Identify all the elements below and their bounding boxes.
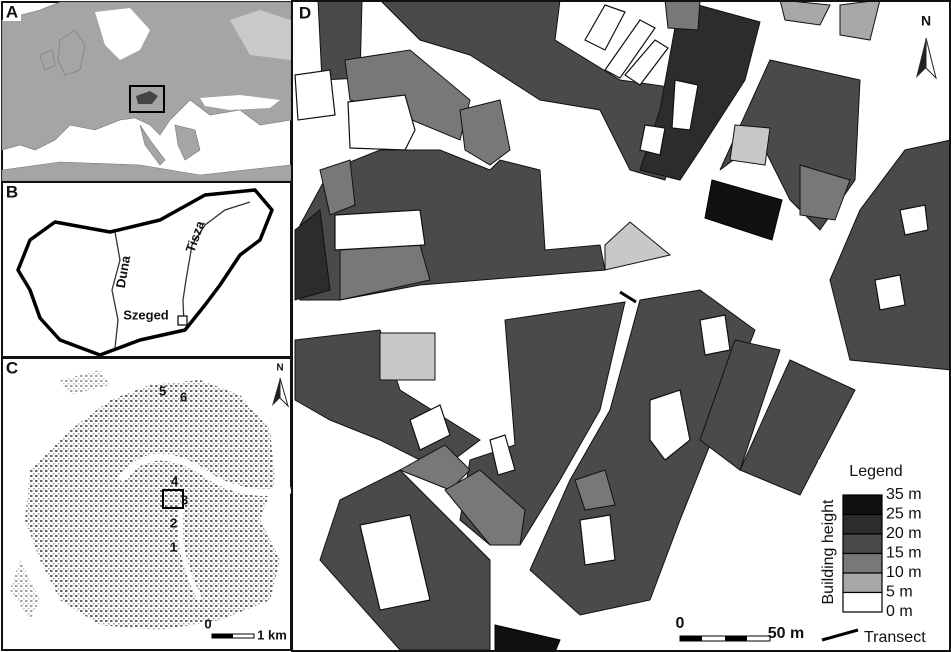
legend-tick-label: 0 m xyxy=(886,603,913,620)
legend-tick-label: 5 m xyxy=(886,584,913,601)
panel-c: 1 2 3 4 5 6 N 0 1 km C xyxy=(2,358,291,650)
scale-label: 50 m xyxy=(768,625,804,642)
panel-b: Duna Tisza Szeged B xyxy=(2,182,291,357)
legend-swatch xyxy=(843,554,882,574)
site-label: 5 xyxy=(159,383,166,398)
north-label: N xyxy=(276,363,283,374)
scale-label: 1 km xyxy=(257,627,287,642)
scale-label: 0 xyxy=(676,615,685,632)
legend-swatch xyxy=(843,573,882,593)
legend-tick-label: 10 m xyxy=(886,564,922,581)
site-label: 3 xyxy=(181,492,188,507)
site-label: 6 xyxy=(180,389,187,404)
north-label: N xyxy=(921,13,931,29)
legend: Legend Building height Transect 35 m 25 m… xyxy=(818,460,948,650)
legend-swatch xyxy=(843,515,882,535)
legend-swatch xyxy=(843,495,882,515)
panel-label: B xyxy=(6,182,18,201)
panel-label: A xyxy=(6,2,18,21)
panel-a: A xyxy=(2,2,291,181)
panel-label: C xyxy=(6,358,18,377)
transect-label: Transect xyxy=(864,629,926,646)
site-label: 4 xyxy=(171,473,179,488)
legend-swatch xyxy=(843,534,882,554)
legend-tick-label: 15 m xyxy=(886,545,922,562)
legend-swatch xyxy=(843,593,882,613)
panel-d: N 0 50 m Legend Building height Transect… xyxy=(292,0,951,652)
panel-label: D xyxy=(299,3,311,22)
legend-tick-label: 20 m xyxy=(886,525,922,542)
legend-axis-label: Building height xyxy=(820,499,837,605)
legend-title: Legend xyxy=(849,463,902,480)
legend-tick-label: 25 m xyxy=(886,506,922,523)
site-label: 1 xyxy=(170,539,177,554)
site-label: 2 xyxy=(170,515,177,530)
city-label: Szeged xyxy=(123,307,169,322)
scale-label: 0 xyxy=(204,616,211,631)
legend-tick-label: 35 m xyxy=(886,486,922,503)
figure: A Duna Tisza Szeged B 1 2 3 4 5 6 N 0 1 … xyxy=(0,0,951,652)
